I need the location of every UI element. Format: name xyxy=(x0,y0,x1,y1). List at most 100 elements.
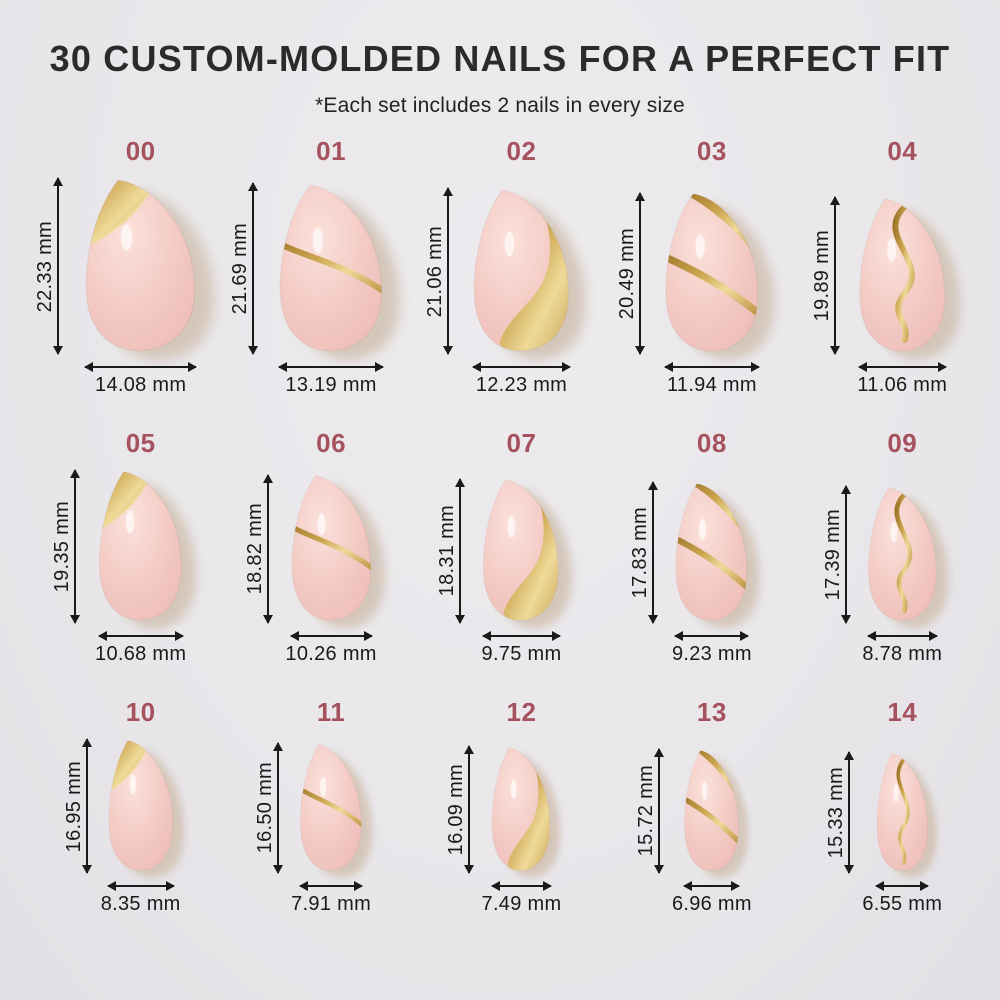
height-label: 15.72 mm xyxy=(634,765,657,857)
width-arrow xyxy=(857,362,947,373)
width-label: 13.19 mm xyxy=(285,374,377,397)
nail-size-cell: 16.95 mm 10 xyxy=(57,697,184,917)
height-measure: 17.83 mm xyxy=(623,481,659,625)
nail-stack: 12.23 mm xyxy=(461,188,586,398)
arrow-up-icon xyxy=(463,745,474,755)
height-arrow xyxy=(648,481,659,625)
nail-photo xyxy=(266,183,400,361)
arrow-down-icon xyxy=(463,865,474,875)
width-arrow xyxy=(471,362,571,373)
nail-photo xyxy=(88,470,197,629)
arrow-left-icon xyxy=(875,881,885,892)
arrow-right-icon xyxy=(188,362,198,373)
arrow-down-icon xyxy=(634,346,645,356)
arrow-right-icon xyxy=(551,631,561,642)
nail-size-cell: 18.82 mm 06 xyxy=(238,428,385,667)
nail-column: 09 xyxy=(859,428,949,667)
size-row: 16.95 mm 10 xyxy=(24,697,976,917)
arrow-right-icon xyxy=(363,631,373,642)
width-arrow xyxy=(278,362,385,373)
width-arrow xyxy=(674,631,750,642)
height-label: 16.50 mm xyxy=(254,762,277,854)
nail-column: 04 xyxy=(848,136,960,398)
nail-column: 06 xyxy=(281,428,385,667)
height-arrow xyxy=(53,177,64,356)
arrow-right-icon xyxy=(920,881,930,892)
arrow-up-icon xyxy=(53,177,64,186)
height-label: 17.83 mm xyxy=(629,507,652,599)
height-measure: 21.06 mm xyxy=(418,187,453,356)
height-arrow xyxy=(840,484,851,625)
nail-photo xyxy=(473,478,573,629)
nail-stack: 8.78 mm xyxy=(859,486,949,667)
page-title: 30 CUSTOM-MOLDED NAILS FOR A PERFECT FIT xyxy=(49,38,951,79)
arrow-left-icon xyxy=(663,362,673,373)
height-label: 15.33 mm xyxy=(825,766,848,859)
arrow-up-icon xyxy=(829,196,840,206)
arrow-up-icon xyxy=(648,481,659,491)
arrow-left-icon xyxy=(857,362,867,373)
height-arrow xyxy=(442,187,453,356)
height-label: 21.06 mm xyxy=(423,225,446,317)
size-number: 05 xyxy=(125,428,156,459)
nail-size-cell: 15.33 mm 14 xyxy=(819,697,942,917)
height-measure: 18.31 mm xyxy=(430,477,466,625)
arrow-left-icon xyxy=(674,631,684,642)
nail-size-cell: 16.09 mm 12 xyxy=(439,697,562,917)
nail-photo xyxy=(666,482,760,629)
height-measure: 16.50 mm xyxy=(248,741,284,875)
size-number: 00 xyxy=(125,136,156,166)
nail-photo xyxy=(461,188,586,361)
nail-photo xyxy=(71,178,215,361)
width-arrow xyxy=(84,362,198,373)
nail-column: 08 xyxy=(666,428,760,667)
arrow-up-icon xyxy=(653,747,664,757)
arrow-left-icon xyxy=(866,631,876,642)
size-number: 11 xyxy=(316,697,346,728)
arrow-down-icon xyxy=(844,865,855,875)
width-label: 9.23 mm xyxy=(671,643,752,666)
arrow-down-icon xyxy=(829,346,840,356)
height-arrow xyxy=(463,745,474,875)
nail-size-cell: 15.72 mm 13 xyxy=(629,697,752,917)
height-measure: 21.69 mm xyxy=(223,182,259,356)
nail-stack: 13.19 mm xyxy=(266,183,400,398)
arrow-down-icon xyxy=(248,346,259,356)
arrow-down-icon xyxy=(53,346,64,356)
width-arrow xyxy=(866,631,938,642)
width-label: 6.96 mm xyxy=(671,893,752,916)
height-arrow xyxy=(81,738,92,875)
arrow-right-icon xyxy=(561,362,571,373)
width-label: 7.49 mm xyxy=(481,893,562,916)
page-subtitle: *Each set includes 2 nails in every size xyxy=(315,94,685,117)
nail-photo xyxy=(677,749,749,878)
height-measure: 17.39 mm xyxy=(816,484,851,625)
nail-stack: 6.55 mm xyxy=(862,752,942,917)
arrow-up-icon xyxy=(273,741,284,751)
width-arrow xyxy=(481,631,561,642)
nail-photo xyxy=(870,752,937,878)
size-number: 03 xyxy=(696,136,727,166)
height-measure: 19.35 mm xyxy=(45,469,81,625)
nail-size-cell: 19.89 mm 04 xyxy=(805,136,960,398)
size-number: 06 xyxy=(316,428,347,459)
arrow-left-icon xyxy=(278,362,288,373)
arrow-right-icon xyxy=(174,631,184,642)
height-arrow xyxy=(70,469,81,625)
height-arrow xyxy=(844,751,855,875)
nail-stack: 8.35 mm xyxy=(100,739,184,917)
nail-stack: 9.23 mm xyxy=(666,482,760,667)
size-number: 08 xyxy=(696,428,727,459)
nail-photo xyxy=(484,746,561,878)
width-arrow xyxy=(299,881,364,892)
arrow-down-icon xyxy=(840,615,851,625)
arrow-right-icon xyxy=(928,631,938,642)
width-label: 8.35 mm xyxy=(100,893,181,916)
height-label: 21.69 mm xyxy=(229,223,252,315)
arrow-down-icon xyxy=(442,346,453,356)
nail-column: 11 xyxy=(291,697,373,917)
arrow-left-icon xyxy=(84,362,94,373)
height-measure: 16.09 mm xyxy=(439,745,474,875)
arrow-left-icon xyxy=(683,881,693,892)
arrow-down-icon xyxy=(455,615,466,625)
